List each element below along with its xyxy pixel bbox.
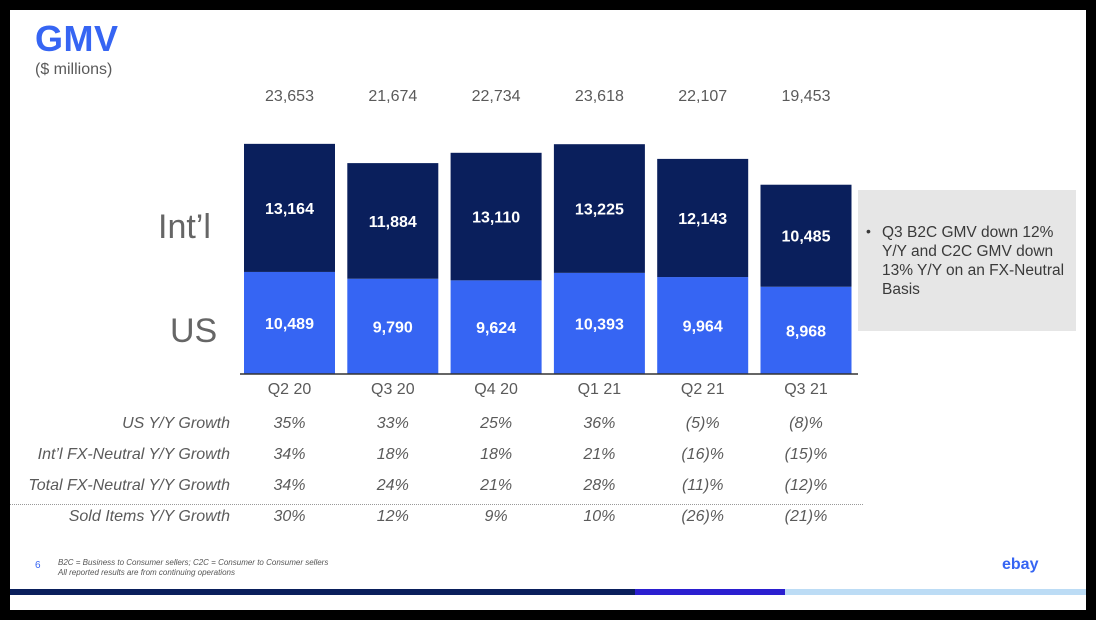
bar-us xyxy=(244,271,335,374)
growth-cell: 24% xyxy=(376,477,409,494)
footer-bar-light xyxy=(785,589,1086,595)
growth-cell: 21% xyxy=(480,477,513,494)
category-label: Q1 21 xyxy=(578,381,622,398)
bar-us xyxy=(760,286,852,374)
total-value-label: 21,674 xyxy=(368,88,418,105)
growth-cell: 34% xyxy=(273,477,306,494)
growth-cell: 9% xyxy=(484,508,508,525)
intl-value-label: 13,225 xyxy=(575,202,624,219)
bar-us xyxy=(553,272,645,374)
category-label: Q2 21 xyxy=(681,381,725,398)
bar-us xyxy=(347,278,439,374)
us-side-label: US xyxy=(170,312,218,350)
us-value-label: 10,393 xyxy=(575,316,624,333)
total-value-label: 23,653 xyxy=(265,88,314,105)
divider xyxy=(10,504,863,505)
growth-cell: 36% xyxy=(583,415,616,432)
growth-cell: 35% xyxy=(273,415,306,432)
growth-cell: (26)% xyxy=(681,508,725,525)
growth-cell: 28% xyxy=(583,477,616,494)
category-label: Q4 20 xyxy=(474,381,518,398)
bar-us xyxy=(450,280,542,374)
category-label: Q3 20 xyxy=(371,381,415,398)
growth-row-label: US Y/Y Growth xyxy=(122,415,230,432)
us-value-label: 9,624 xyxy=(476,320,516,337)
ebay-logo: ebay xyxy=(1002,556,1039,573)
page-title: GMV xyxy=(35,18,119,59)
category-label: Q2 20 xyxy=(268,381,312,398)
growth-cell: (15)% xyxy=(784,446,828,463)
bar-intl xyxy=(244,143,335,272)
us-value-label: 9,964 xyxy=(683,319,723,336)
bar-intl xyxy=(450,152,542,281)
bar-intl xyxy=(657,158,749,278)
intl-value-label: 11,884 xyxy=(369,214,417,231)
growth-cell: 18% xyxy=(480,446,513,463)
us-value-label: 8,968 xyxy=(786,323,826,340)
page-number: 6 xyxy=(35,560,41,571)
footnote-line-1: B2C = Business to Consumer sellers; C2C … xyxy=(58,558,329,567)
note-box: • Q3 B2C GMV down 12% Y/Y and C2C GMV do… xyxy=(858,190,1076,331)
growth-cell: (21)% xyxy=(784,508,828,525)
growth-cell: (16)% xyxy=(681,446,725,463)
slide: GMV ($ millions) 23,653 21,674 22,734 23,61… xyxy=(10,10,1086,610)
us-value-label: 9,790 xyxy=(373,319,413,336)
bar-intl xyxy=(553,144,645,273)
growth-cell: (8)% xyxy=(789,415,823,432)
intl-value-label: 12,143 xyxy=(678,211,727,228)
us-value-label: 10,489 xyxy=(265,316,314,333)
intl-side-label: Int’l xyxy=(158,208,211,246)
footnote: B2C = Business to Consumer sellers; C2C … xyxy=(58,558,328,578)
growth-cell: 10% xyxy=(583,508,616,525)
total-value-label: 23,618 xyxy=(574,88,624,105)
growth-row-label: Total FX-Neutral Y/Y Growth xyxy=(28,477,230,494)
growth-cell: (11)% xyxy=(681,477,724,494)
bullet-icon: • xyxy=(866,223,871,239)
footer-bar-mid xyxy=(635,589,785,595)
growth-cell: (5)% xyxy=(685,415,720,432)
growth-cell: 21% xyxy=(583,446,616,463)
intl-value-label: 13,110 xyxy=(472,210,520,227)
intl-value-label: 10,485 xyxy=(782,229,831,246)
gmv-chart: 10,489 13,164 Q2 20 9,790 11,884 Q3 20 9,624 13… xyxy=(240,143,858,398)
growth-row-label: Int’l FX-Neutral Y/Y Growth xyxy=(37,446,230,463)
category-label: Q3 21 xyxy=(784,381,828,398)
total-value-label: 22,107 xyxy=(678,88,728,105)
growth-cell: 12% xyxy=(376,508,409,525)
growth-row-label: Sold Items Y/Y Growth xyxy=(68,508,230,525)
note-text: Q3 B2C GMV down 12% Y/Y and C2C GMV down… xyxy=(882,224,1065,298)
footnote-line-2: All reported results are from continuing… xyxy=(58,568,235,577)
growth-cell: 34% xyxy=(273,446,306,463)
growth-cell: 25% xyxy=(480,415,513,432)
growth-cell: 18% xyxy=(376,446,409,463)
bar-us xyxy=(657,277,749,374)
bar-intl xyxy=(347,163,439,279)
total-value-label: 22,734 xyxy=(471,88,521,105)
bar-intl xyxy=(760,184,852,287)
growth-cell: 30% xyxy=(273,508,306,525)
footer-bar-dark xyxy=(10,589,635,595)
page-subtitle: ($ millions) xyxy=(35,61,113,78)
intl-value-label: 13,164 xyxy=(265,201,314,218)
total-value-label: 19,453 xyxy=(781,88,831,105)
growth-cell: (12)% xyxy=(784,477,828,494)
growth-cell: 33% xyxy=(376,415,409,432)
